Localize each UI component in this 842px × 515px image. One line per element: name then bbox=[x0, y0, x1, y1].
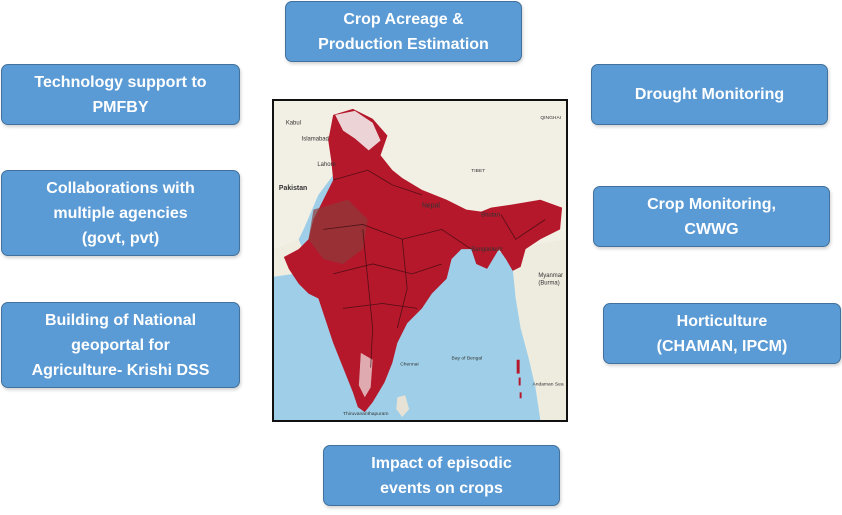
india-crop-map: Kabul Islamabad Lahore Pakistan Nepal Bh… bbox=[272, 99, 568, 422]
drought-monitoring-box: Drought Monitoring bbox=[591, 64, 828, 125]
technology-line-1: Technology support to bbox=[34, 73, 207, 91]
sri-lanka bbox=[396, 395, 410, 418]
label-kabul: Kabul bbox=[286, 121, 301, 127]
collaborations-line-2: multiple agencies bbox=[53, 204, 188, 222]
label-qinghai: QINGHAI bbox=[540, 115, 561, 121]
india-crop-area bbox=[283, 108, 563, 413]
collaborations-line-1: Collaborations with bbox=[46, 179, 195, 197]
himalaya-snow bbox=[335, 110, 381, 151]
label-andaman-sea: Andaman Sea bbox=[532, 381, 563, 387]
label-islamabad: Islamabad bbox=[302, 137, 329, 143]
crop-monitoring-line-2: CWWG bbox=[684, 220, 739, 238]
technology-support-box: Technology support to PMFBY bbox=[1, 64, 240, 125]
horticulture-line-1: Horticulture bbox=[676, 312, 768, 330]
label-bay-of-bengal: Bay of Bengal bbox=[452, 356, 483, 362]
crop-monitoring-box: Crop Monitoring, CWWG bbox=[593, 186, 830, 247]
geoportal-box: Building of National geoportal for Agric… bbox=[1, 302, 240, 388]
label-tibet: TIBET bbox=[471, 168, 485, 174]
impact-line-1: Impact of episodic bbox=[371, 454, 512, 472]
horticulture-line-2: (CHAMAN, IPCM) bbox=[656, 337, 788, 355]
india-map-svg: Kabul Islamabad Lahore Pakistan Nepal Bh… bbox=[274, 101, 566, 420]
label-thiruvananthapuram: Thiruvananthapuram bbox=[343, 411, 388, 417]
label-bhutan: Bhutan bbox=[481, 213, 500, 219]
crop-acreage-box: Crop Acreage & Production Estimation bbox=[285, 1, 522, 62]
crop-monitoring-line-1: Crop Monitoring, bbox=[647, 195, 776, 213]
label-lahore: Lahore bbox=[317, 162, 336, 168]
label-chennai: Chennai bbox=[400, 362, 418, 368]
andaman-islands bbox=[516, 359, 522, 399]
label-nepal: Nepal bbox=[422, 203, 440, 210]
label-pakistan: Pakistan bbox=[279, 185, 307, 192]
western-region-texture bbox=[308, 199, 368, 264]
southern-cloud bbox=[358, 352, 373, 398]
label-bangladesh: Bangladesh bbox=[471, 247, 502, 253]
collaborations-box: Collaborations with multiple agencies (g… bbox=[1, 170, 240, 256]
state-boundaries bbox=[323, 169, 546, 368]
label-myanmar-1: Myanmar bbox=[538, 273, 563, 279]
neighbour-land-east bbox=[510, 239, 566, 420]
label-myanmar: Myanmar (Burma) bbox=[538, 273, 564, 287]
collaborations-line-3: (govt, pvt) bbox=[81, 229, 160, 247]
label-myanmar-2: (Burma) bbox=[538, 281, 559, 287]
impact-box: Impact of episodic events on crops bbox=[323, 445, 560, 506]
geoportal-line-2: geoportal for bbox=[71, 336, 170, 354]
geoportal-line-1: Building of National bbox=[44, 311, 197, 329]
drought-line-1: Drought Monitoring bbox=[634, 86, 785, 103]
impact-line-2: events on crops bbox=[380, 479, 503, 497]
geoportal-line-3: Agriculture- Krishi DSS bbox=[31, 361, 210, 379]
crop-acreage-line-2: Production Estimation bbox=[318, 35, 489, 53]
horticulture-box: Horticulture (CHAMAN, IPCM) bbox=[603, 303, 841, 364]
crop-acreage-line-1: Crop Acreage & bbox=[343, 10, 464, 28]
technology-line-2: PMFBY bbox=[92, 98, 149, 116]
